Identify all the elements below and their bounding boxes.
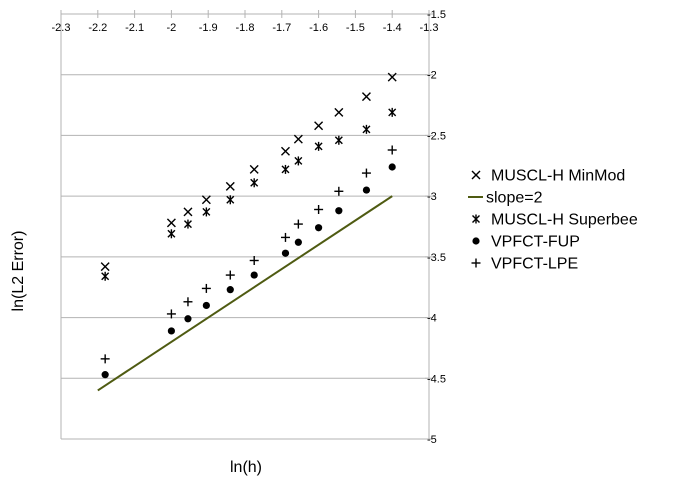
- data-point: [166, 218, 176, 228]
- x-tick-label: -1.4: [383, 22, 402, 34]
- legend-item: MUSCL-H Superbee: [472, 212, 638, 229]
- data-point: [281, 249, 290, 257]
- data-point: [100, 262, 110, 272]
- legend-swatch: [471, 258, 481, 268]
- data-point: [281, 164, 290, 174]
- data-point: [249, 256, 259, 265]
- data-point: [183, 207, 193, 217]
- data-point: [335, 207, 343, 215]
- series-muscl-h-superbee: [101, 107, 397, 281]
- axes: [60, 10, 433, 440]
- data-series: [97, 72, 397, 392]
- y-tick-labels: -1.5 -2 -2.5 -3 -3.5 -4 -4.5 -5: [427, 9, 446, 446]
- y-tick-label: -3: [427, 191, 437, 203]
- data-point: [101, 371, 109, 379]
- data-point: [226, 195, 235, 205]
- y-tick-label: -2: [427, 70, 437, 82]
- data-point: [294, 238, 302, 246]
- data-point: [100, 354, 110, 364]
- legend-label: MUSCL-H Superbee: [491, 212, 638, 229]
- data-point: [183, 297, 193, 307]
- legend-swatch: [471, 170, 481, 180]
- x-tick-label: -2.1: [125, 22, 144, 34]
- data-point: [361, 92, 371, 102]
- legend-swatch: [472, 237, 480, 245]
- x-tick-label: -2.3: [52, 22, 71, 34]
- series-line: [97, 195, 393, 392]
- y-tick-label: -4: [427, 313, 437, 325]
- y-axis-label: ln(L2 Error): [10, 231, 27, 312]
- x-axis-label: ln(h): [230, 459, 262, 476]
- x-tick-label: -1.5: [346, 22, 365, 34]
- series-vpfct-lpe: [100, 145, 397, 364]
- data-point: [362, 186, 371, 194]
- data-point: [249, 164, 259, 174]
- data-point: [250, 178, 259, 188]
- data-point: [280, 146, 290, 156]
- series-slope-2: [97, 195, 393, 392]
- data-point: [314, 141, 323, 151]
- data-point: [362, 124, 371, 134]
- data-point: [201, 283, 211, 293]
- data-point: [334, 186, 344, 196]
- data-point: [293, 134, 303, 144]
- legend-label: VPFCT-FUP: [491, 234, 580, 251]
- x-tick-label: -1.3: [420, 22, 439, 34]
- data-point: [202, 301, 210, 310]
- data-point: [361, 168, 371, 178]
- data-point: [334, 107, 344, 117]
- x-tick-label: -2: [167, 22, 177, 34]
- legend-item: slope=2: [468, 190, 543, 207]
- data-point: [293, 219, 303, 229]
- legend-item: VPFCT-FUP: [472, 234, 580, 251]
- data-point: [202, 207, 211, 217]
- data-point: [226, 286, 234, 294]
- data-point: [387, 145, 397, 155]
- data-point: [388, 163, 396, 171]
- y-tick-label: -2.5: [427, 130, 446, 142]
- y-tick-label: -4.5: [427, 373, 446, 385]
- data-point: [294, 156, 303, 166]
- data-point: [388, 107, 397, 117]
- x-tick-label: -1.6: [309, 22, 328, 34]
- data-point: [167, 327, 175, 335]
- legend-item: MUSCL-H MinMod: [471, 168, 625, 185]
- data-point: [334, 135, 343, 145]
- x-tick-labels: -2.3 -2.2 -2.1 -2 -1.9 -1.8 -1.7 -1.6 -1.5 -1.4 -1…: [52, 22, 439, 34]
- data-point: [315, 224, 323, 232]
- data-point: [314, 121, 324, 131]
- data-point: [201, 195, 211, 205]
- data-point: [101, 271, 110, 281]
- x-tick-label: -1.8: [236, 22, 255, 34]
- data-point: [184, 315, 192, 323]
- series-muscl-h-minmod: [100, 72, 397, 272]
- data-point: [225, 270, 235, 280]
- data-point: [314, 205, 324, 214]
- data-point: [183, 219, 192, 229]
- data-point: [225, 181, 235, 191]
- data-point: [166, 309, 176, 319]
- x-tick-label: -1.7: [272, 22, 291, 34]
- legend: MUSCL-H MinMod slope=2 MUSCL-H Superbee VPF…: [468, 168, 638, 273]
- y-tick-label: -5: [427, 434, 437, 446]
- data-point: [387, 72, 397, 82]
- data-point: [250, 271, 258, 279]
- x-tick-label: -2.2: [88, 22, 107, 34]
- legend-swatch: [472, 214, 480, 224]
- data-point: [167, 229, 176, 239]
- series-vpfct-fup: [101, 163, 396, 379]
- legend-label: VPFCT-LPE: [491, 256, 578, 273]
- y-tick-label: -3.5: [427, 252, 446, 264]
- grid-lines: [61, 13, 429, 440]
- legend-label: slope=2: [486, 190, 543, 207]
- x-tick-label: -1.9: [199, 22, 218, 34]
- legend-label: MUSCL-H MinMod: [491, 168, 625, 185]
- legend-item: VPFCT-LPE: [471, 256, 578, 273]
- y-tick-label: -1.5: [427, 9, 446, 21]
- data-point: [280, 232, 290, 242]
